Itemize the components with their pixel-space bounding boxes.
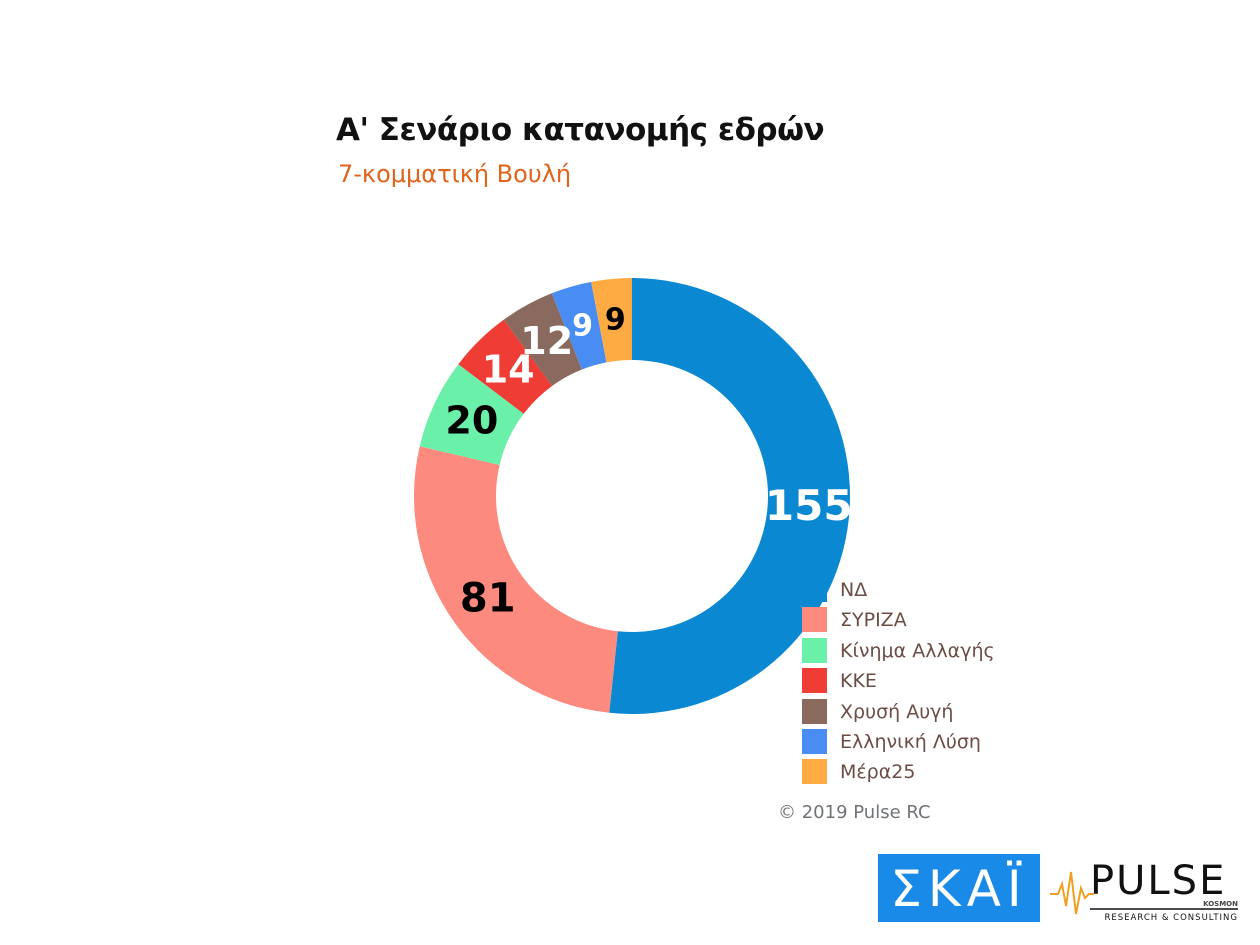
legend-label-el: Ελληνική Λύση	[840, 730, 981, 753]
data-label-mera25: 9	[605, 302, 626, 337]
data-label-kke: 14	[482, 348, 535, 392]
legend-swatch-mera25	[802, 759, 827, 785]
data-label-syriza: 81	[460, 576, 516, 622]
pulse-logo-tag: KOSMON	[1203, 900, 1238, 908]
skai-logo-mark: ΣΚΑΪ	[890, 860, 1027, 918]
legend-label-nd: ΝΔ	[840, 579, 868, 601]
chart-subtitle: 7-κομματική Βουλή	[338, 160, 572, 188]
legend-label-syriza: ΣΥΡΙΖΑ	[840, 609, 907, 632]
slice-nd	[609, 278, 851, 714]
data-label-nd: 155	[765, 481, 853, 530]
legend-swatch-kinal	[802, 637, 827, 663]
slice-kinal	[419, 364, 524, 465]
slice-el	[551, 281, 607, 370]
slice-xa	[503, 293, 582, 386]
legend-swatch-syriza	[802, 607, 827, 633]
legend-label-kinal: Κίνημα Αλλαγής	[840, 639, 995, 662]
legend-swatch-xa	[802, 698, 827, 724]
legend-swatch-el	[802, 728, 827, 754]
skai-logo-text: ΣΚΑΪ	[890, 860, 1027, 918]
chart-title: Α' Σενάριο κατανομής εδρών	[336, 112, 825, 148]
skai-logo: ΣΚΑΪ	[878, 854, 1040, 922]
slice-kke	[458, 319, 553, 414]
legend-swatch-kke	[802, 668, 827, 694]
pulse-waveform-icon	[1050, 871, 1094, 915]
legend-label-kke: ΚΚΕ	[840, 670, 877, 693]
data-label-kinal: 20	[445, 399, 498, 443]
pulse-logo-subtext: RESEARCH & CONSULTING	[1104, 913, 1238, 923]
slice-mera25	[591, 278, 632, 363]
legend-label-mera25: Μέρα25	[840, 761, 916, 784]
slice-syriza	[414, 446, 618, 713]
pulse-logo: PULSE KOSMON RESEARCH & CONSULTING	[1050, 854, 1240, 926]
copyright-credit: © 2019 Pulse RC	[778, 802, 931, 823]
legend-label-xa: Χρυσή Αυγή	[840, 700, 954, 723]
pulse-logo-mark: PULSE KOSMON RESEARCH & CONSULTING	[1050, 858, 1238, 923]
data-label-el: 9	[572, 309, 593, 344]
data-label-xa: 12	[520, 319, 573, 363]
legend-swatch-nd	[802, 577, 827, 602]
pulse-logo-text: PULSE	[1090, 858, 1226, 904]
